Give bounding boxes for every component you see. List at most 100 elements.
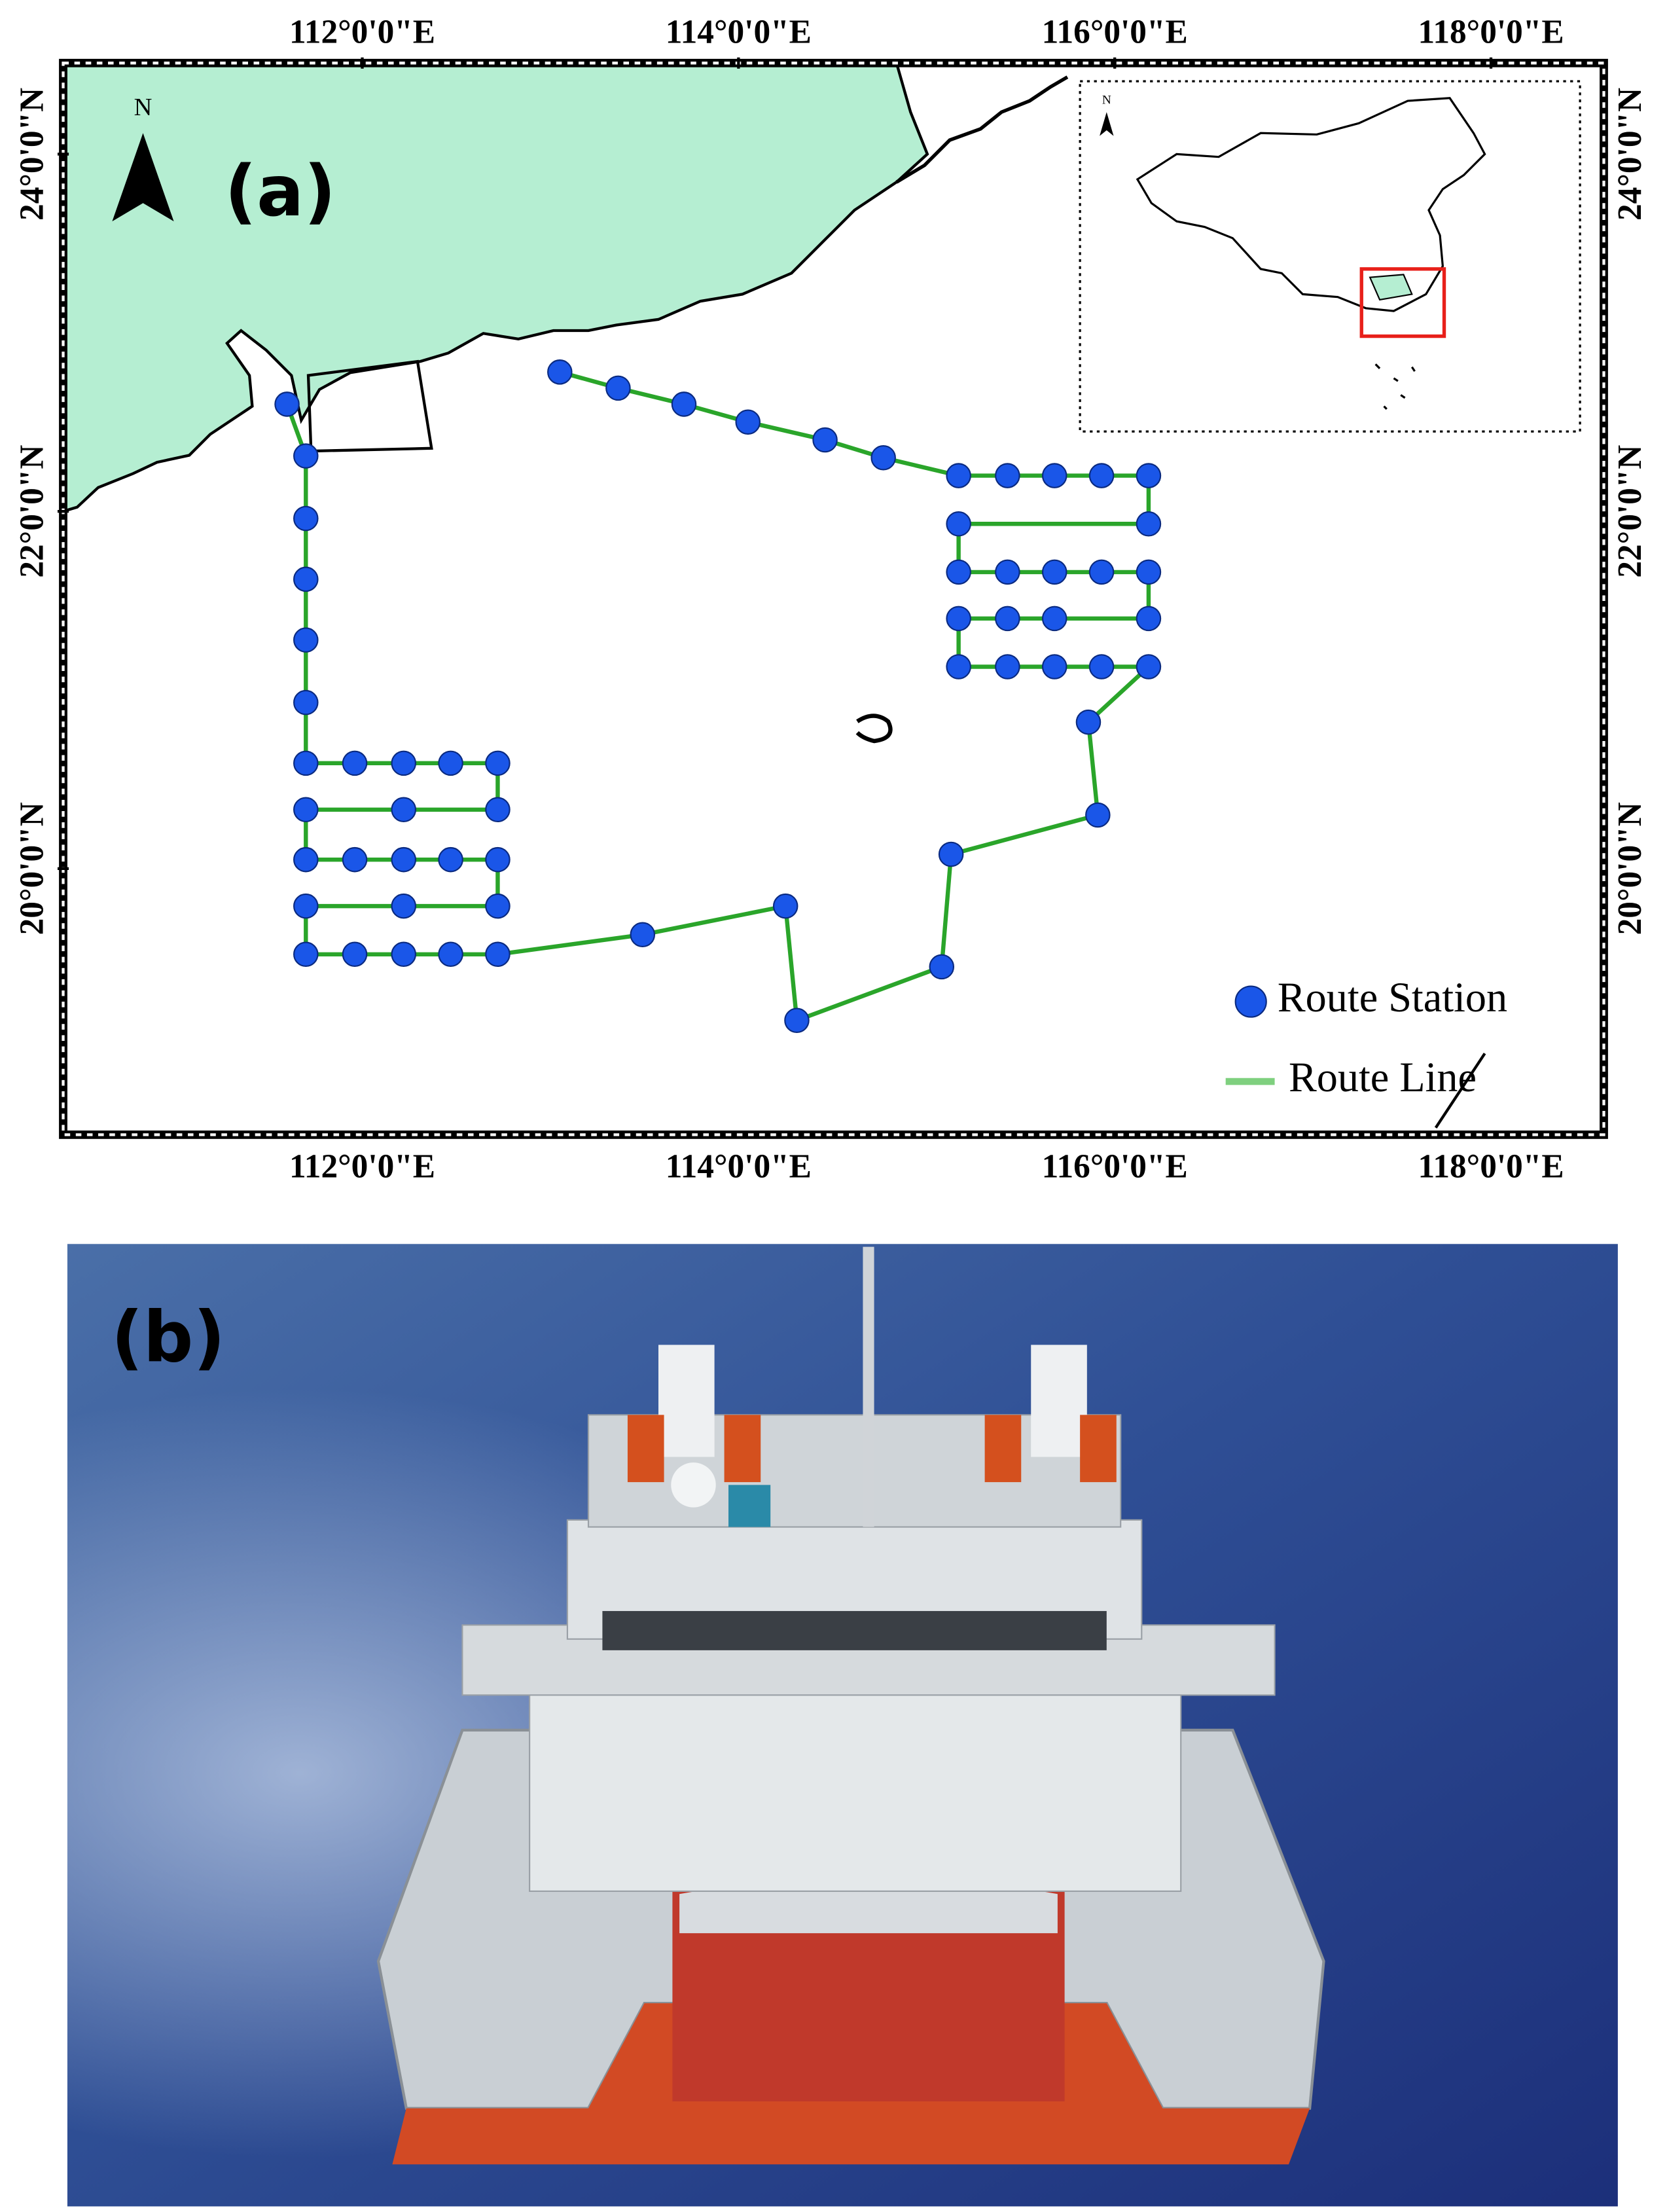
photo-panel: (b)	[67, 1244, 1618, 2207]
inset-islands	[1374, 363, 1416, 410]
route-station	[391, 750, 417, 776]
route-station	[784, 1007, 810, 1034]
route-station	[946, 511, 971, 537]
route-station	[995, 463, 1020, 488]
route-station	[1136, 654, 1162, 680]
route-station	[547, 359, 573, 385]
x-tick-label: 116°0'0"E	[1042, 1148, 1188, 1186]
y-tick-label: 20°0'0"N	[14, 802, 51, 935]
x-tick-label: 114°0'0"E	[666, 13, 812, 50]
route-station	[1136, 559, 1162, 585]
route-station	[342, 941, 368, 968]
route-station	[1041, 559, 1067, 585]
x-tick-label: 112°0'0"E	[289, 13, 435, 50]
route-station	[342, 846, 368, 873]
route-station	[671, 391, 697, 417]
x-tick-label: 114°0'0"E	[666, 1148, 812, 1186]
route-station	[342, 750, 368, 776]
route-station	[870, 445, 896, 471]
route-station	[293, 893, 319, 919]
route-station	[1041, 654, 1067, 680]
route-station	[938, 841, 964, 867]
x-tick-label: 118°0'0"E	[1418, 1148, 1564, 1186]
map-frame-dash	[62, 62, 1605, 1136]
route-station	[1136, 463, 1162, 488]
line-mark	[1434, 1053, 1486, 1129]
hong-kong-box	[306, 359, 433, 453]
route-station	[485, 941, 511, 968]
inset-north-arrow	[1100, 112, 1114, 136]
y-tick-label: 24°0'0"N	[14, 88, 51, 221]
route-station	[946, 606, 971, 632]
route-layer	[274, 359, 1162, 1034]
legend-symbol	[1234, 985, 1267, 1018]
legend-label: Route Line	[1289, 1054, 1477, 1100]
route-station	[735, 409, 761, 435]
route-station	[438, 941, 463, 968]
y-tick-label: 20°0'0"N	[1611, 802, 1649, 935]
route-station	[995, 606, 1020, 632]
route-station	[293, 566, 319, 592]
route-station	[391, 893, 417, 919]
route-station	[293, 689, 319, 716]
route-station	[274, 391, 300, 417]
x-tick-label: 116°0'0"E	[1042, 13, 1188, 50]
island	[855, 714, 893, 744]
route-station	[995, 559, 1020, 585]
route-station	[293, 846, 319, 873]
route-station	[293, 941, 319, 968]
panel-label: (b)	[111, 1297, 225, 1378]
land	[62, 62, 929, 513]
route-station	[772, 893, 798, 919]
route-station	[1136, 511, 1162, 537]
route-station	[485, 797, 511, 823]
route-station	[1088, 654, 1115, 680]
route-station	[293, 750, 319, 776]
route-station	[630, 922, 656, 948]
legend-label: Route Station	[1278, 974, 1507, 1021]
panel-label: (a)	[224, 151, 336, 232]
ship	[376, 1246, 1325, 2165]
inset-province	[1369, 274, 1413, 301]
route-station	[485, 846, 511, 873]
route-station	[812, 427, 838, 453]
x-tick-label: 118°0'0"E	[1418, 13, 1564, 50]
north-label: N	[134, 94, 152, 121]
route-station	[1075, 709, 1102, 735]
route-station	[438, 846, 463, 873]
route-station	[946, 463, 971, 488]
route-station	[1041, 463, 1067, 488]
route-station	[293, 443, 319, 469]
route-station	[605, 375, 631, 401]
route-station	[391, 797, 417, 823]
route-station	[391, 846, 417, 873]
inset-highlight	[1359, 267, 1446, 338]
route-station	[1041, 606, 1067, 632]
route-station	[391, 941, 417, 968]
route-station	[995, 654, 1020, 680]
route-station	[485, 893, 511, 919]
x-tick-label: 112°0'0"E	[289, 1148, 435, 1186]
route-station	[1088, 559, 1115, 585]
route-station	[946, 654, 971, 680]
route-station	[293, 505, 319, 532]
y-tick-label: 24°0'0"N	[1611, 88, 1649, 221]
route-station	[485, 750, 511, 776]
route-station	[1085, 802, 1111, 828]
y-tick-label: 22°0'0"N	[1611, 445, 1649, 578]
map-panel: N (a) N Route Station Route Line	[59, 58, 1608, 1139]
route-station	[1136, 606, 1162, 632]
y-tick-label: 22°0'0"N	[14, 445, 51, 578]
route-station	[1088, 463, 1115, 488]
north-arrow	[112, 133, 174, 222]
route-station	[929, 954, 955, 980]
route-station	[946, 559, 971, 585]
inset-country	[1136, 97, 1486, 312]
route-station	[438, 750, 463, 776]
inset-north-label: N	[1102, 93, 1111, 107]
coastline	[895, 75, 1069, 184]
route-station	[293, 627, 319, 653]
route-station	[293, 797, 319, 823]
